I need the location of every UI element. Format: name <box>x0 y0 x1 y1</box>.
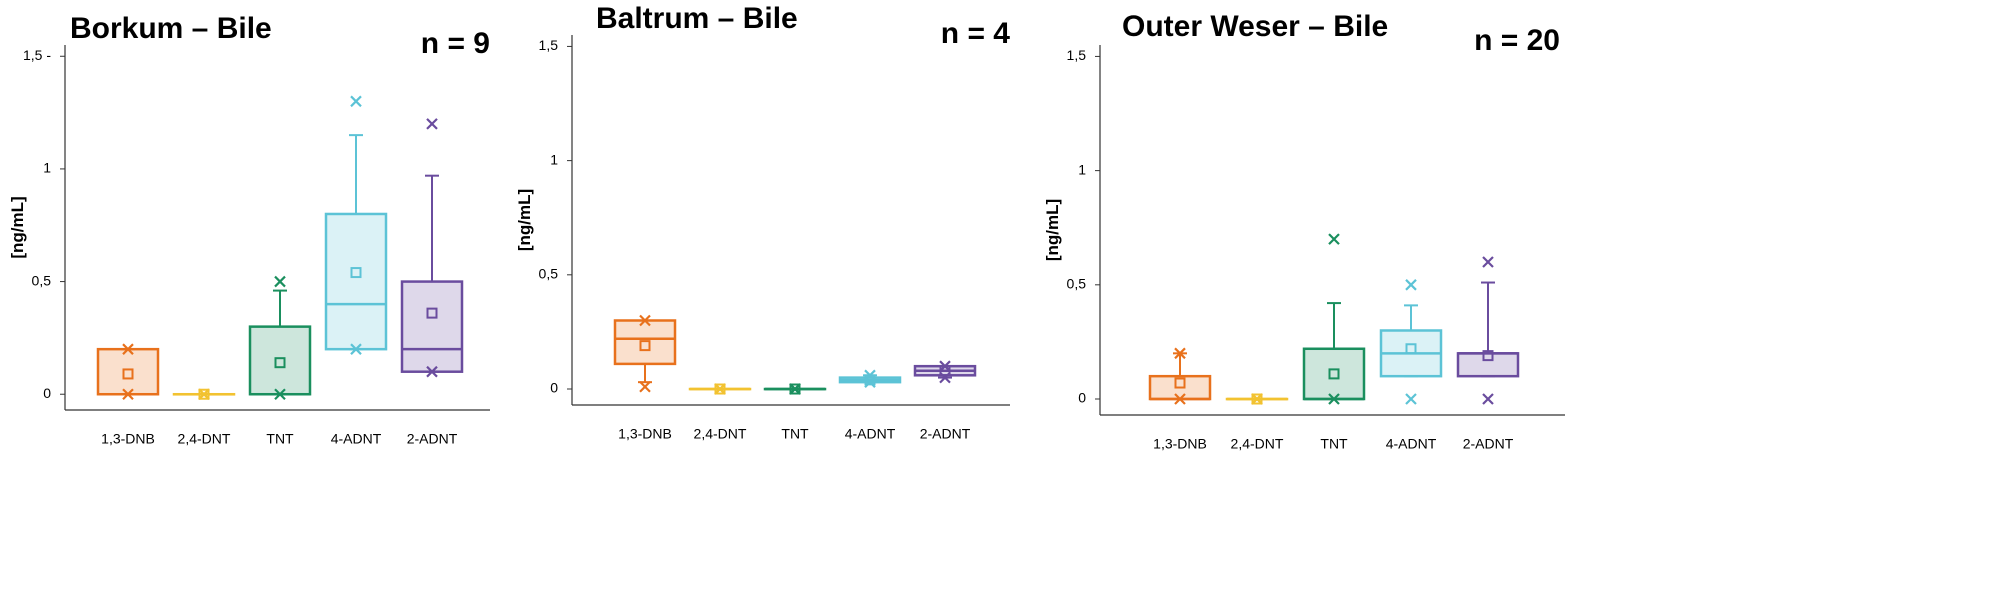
max-marker <box>864 369 876 382</box>
y-axis-label: [ng/mL] <box>8 196 27 258</box>
min-marker <box>1174 393 1186 405</box>
max-marker <box>939 360 951 372</box>
min-marker <box>426 365 438 378</box>
y-tick-label: 0 <box>43 385 51 401</box>
max-marker <box>714 383 726 395</box>
max-marker <box>198 388 210 401</box>
chart-title: Borkum – Bile <box>70 12 272 45</box>
max-marker <box>1174 347 1186 360</box>
mean <box>122 368 134 380</box>
x-tick-label: 2-ADNT <box>407 431 458 447</box>
box <box>1302 347 1366 401</box>
box <box>400 280 464 373</box>
mean <box>1405 343 1417 355</box>
box <box>96 347 160 396</box>
x-tick-label: TNT <box>781 426 809 442</box>
y-tick-label: 0,5 <box>1067 276 1087 292</box>
x-tick-label: 2,4-DNT <box>178 431 231 447</box>
min-marker <box>1328 393 1340 405</box>
box <box>613 319 677 366</box>
x-tick-label: 4-ADNT <box>331 431 382 447</box>
x-tick-label: 1,3-DNB <box>1153 436 1207 452</box>
y-tick-label: 1 <box>550 151 558 167</box>
max-marker <box>274 275 286 288</box>
x-tick-label: 4-ADNT <box>845 426 896 442</box>
max-marker <box>1482 256 1494 268</box>
x-tick-label: 2,4-DNT <box>1231 436 1284 452</box>
y-tick-label: 1 <box>43 160 51 176</box>
min-marker <box>274 388 286 401</box>
min-marker <box>122 388 134 401</box>
max-marker <box>1405 279 1417 291</box>
y-tick-label: 0 <box>1078 390 1086 406</box>
mean <box>198 388 210 400</box>
sample-size: n = 9 <box>421 27 490 60</box>
min-marker <box>350 343 362 355</box>
x-tick-label: 2,4-DNT <box>694 426 747 442</box>
y-tick-label: 1,5 <box>539 37 559 53</box>
max-marker <box>122 343 134 355</box>
max-marker <box>639 314 651 327</box>
sample-size: n = 4 <box>941 17 1011 50</box>
x-tick-label: TNT <box>1320 436 1348 452</box>
y-axis-label: [ng/mL] <box>515 189 534 251</box>
min-marker <box>939 371 951 384</box>
mean <box>789 383 801 395</box>
max-marker <box>789 383 801 395</box>
max-marker <box>350 95 362 108</box>
mean <box>350 267 362 279</box>
box <box>324 212 388 351</box>
mean <box>1251 393 1263 405</box>
chart-title: Baltrum – Bile <box>596 2 798 35</box>
mean <box>1482 350 1494 362</box>
sample-size: n = 20 <box>1474 24 1560 57</box>
chart-title: Outer Weser – Bile <box>1122 10 1388 43</box>
y-tick-label: 0,5 <box>32 272 52 288</box>
y-tick-label: 1 <box>1078 161 1086 177</box>
mean <box>1328 368 1340 380</box>
y-axis-label: [ng/mL] <box>1043 199 1062 261</box>
mean <box>274 357 286 369</box>
max-marker <box>426 118 438 130</box>
min-marker <box>1405 393 1417 405</box>
y-tick-label: 0 <box>550 380 558 396</box>
y-tick-label: 1,5 <box>1067 47 1087 63</box>
x-tick-label: TNT <box>266 431 294 447</box>
mean <box>639 340 651 352</box>
y-tick-label: 0,5 <box>539 266 559 282</box>
y-tick-label: 1,5 - <box>23 47 51 63</box>
x-tick-label: 1,3-DNB <box>101 431 155 447</box>
mean <box>426 307 438 319</box>
box <box>1456 352 1520 378</box>
box <box>248 325 312 396</box>
max-marker <box>1328 233 1340 245</box>
mean <box>714 383 726 395</box>
x-tick-label: 1,3-DNB <box>618 426 672 442</box>
x-tick-label: 2-ADNT <box>1463 436 1514 452</box>
x-tick-label: 2-ADNT <box>920 426 971 442</box>
max-marker <box>1251 393 1263 405</box>
mean <box>1174 377 1186 389</box>
min-marker <box>1482 393 1494 405</box>
x-tick-label: 4-ADNT <box>1386 436 1437 452</box>
min-marker <box>639 380 651 393</box>
